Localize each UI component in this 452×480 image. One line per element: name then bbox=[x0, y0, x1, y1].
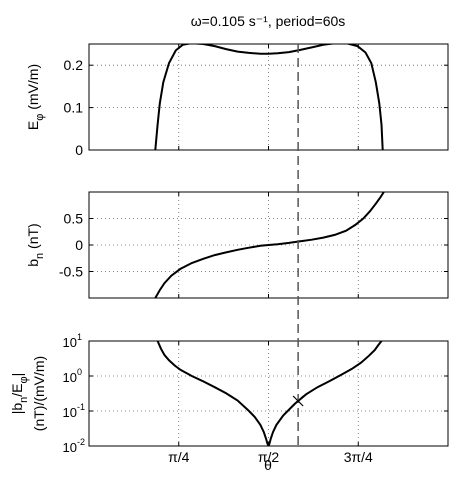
y-axis-label-part: | bbox=[9, 373, 25, 377]
y-tick-label: 0.2 bbox=[64, 57, 84, 73]
axes-frame bbox=[88, 191, 449, 299]
y-axis-label-subscript: φ bbox=[18, 376, 30, 383]
y-axis-label-symbol: b bbox=[25, 259, 41, 267]
y-axis-label-unit: (mV/m) bbox=[25, 64, 41, 114]
y-tick-label: 0 bbox=[75, 237, 83, 253]
axes-frame bbox=[88, 43, 449, 151]
y-axis-label-symbol: E bbox=[25, 121, 41, 130]
y-tick-label: 10 bbox=[63, 405, 77, 420]
y-axis-label: |bn/Eφ| bbox=[9, 373, 30, 415]
y-tick-label-exponent: 1 bbox=[77, 332, 82, 342]
figure-title: ω=0.105 s⁻¹, period=60s bbox=[191, 13, 346, 29]
series-line bbox=[154, 192, 385, 298]
y-axis-label-units: (nT)/(mV/m) bbox=[31, 356, 47, 431]
axes-frame bbox=[88, 340, 449, 447]
y-tick-label-exponent: -1 bbox=[77, 402, 85, 412]
y-tick-label: 10 bbox=[63, 335, 77, 350]
y-tick-label: 0.5 bbox=[64, 211, 84, 227]
y-tick-label: 10 bbox=[63, 370, 77, 385]
y-axis-label-part: |b bbox=[9, 403, 25, 415]
y-axis-label-subscript: n bbox=[34, 253, 46, 259]
y-tick-label: 0.1 bbox=[64, 100, 84, 116]
y-tick-label-exponent: 0 bbox=[77, 367, 82, 377]
cross-marker-stroke bbox=[292, 395, 304, 407]
y-axis-label-subscript: φ bbox=[34, 114, 46, 121]
y-tick-label: 10 bbox=[63, 440, 77, 455]
series-line bbox=[156, 341, 383, 446]
panel-E_phi: 0 0.1 0.2 Eφ (mV/m) bbox=[25, 43, 449, 158]
y-tick-label: -0.5 bbox=[59, 264, 83, 280]
panel-b_n: -0.5 0 0.5 bn (nT) bbox=[25, 191, 449, 299]
y-axis-label: bn (nT) bbox=[25, 223, 46, 266]
x-tick-label: 3π/4 bbox=[344, 449, 373, 465]
x-tick-label: π/2 bbox=[258, 449, 280, 465]
y-axis-label: Eφ (mV/m) bbox=[25, 64, 46, 130]
y-tick-label: 0 bbox=[75, 142, 83, 158]
x-tick-label: π/4 bbox=[168, 449, 190, 465]
y-axis-label-part: /E bbox=[9, 383, 25, 396]
series-line bbox=[154, 44, 384, 150]
cross-marker bbox=[292, 395, 304, 407]
x-axis-label: θ bbox=[264, 457, 272, 473]
y-axis-label-subscript: n bbox=[18, 397, 30, 403]
y-tick-label-exponent: -2 bbox=[77, 437, 85, 447]
y-axis-label-unit: (nT) bbox=[25, 223, 41, 253]
